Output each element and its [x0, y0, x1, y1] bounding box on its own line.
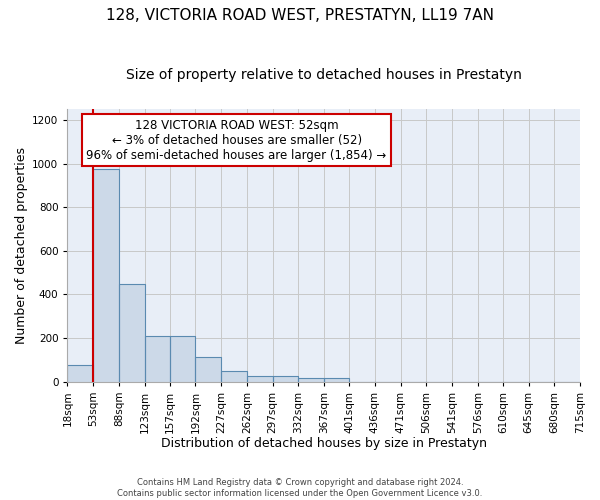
X-axis label: Distribution of detached houses by size in Prestatyn: Distribution of detached houses by size … — [161, 437, 487, 450]
Text: 128 VICTORIA ROAD WEST: 52sqm
← 3% of detached houses are smaller (52)
96% of se: 128 VICTORIA ROAD WEST: 52sqm ← 3% of de… — [86, 118, 387, 162]
Text: Contains HM Land Registry data © Crown copyright and database right 2024.
Contai: Contains HM Land Registry data © Crown c… — [118, 478, 482, 498]
Text: 128, VICTORIA ROAD WEST, PRESTATYN, LL19 7AN: 128, VICTORIA ROAD WEST, PRESTATYN, LL19… — [106, 8, 494, 22]
Title: Size of property relative to detached houses in Prestatyn: Size of property relative to detached ho… — [126, 68, 521, 82]
Y-axis label: Number of detached properties: Number of detached properties — [15, 147, 28, 344]
